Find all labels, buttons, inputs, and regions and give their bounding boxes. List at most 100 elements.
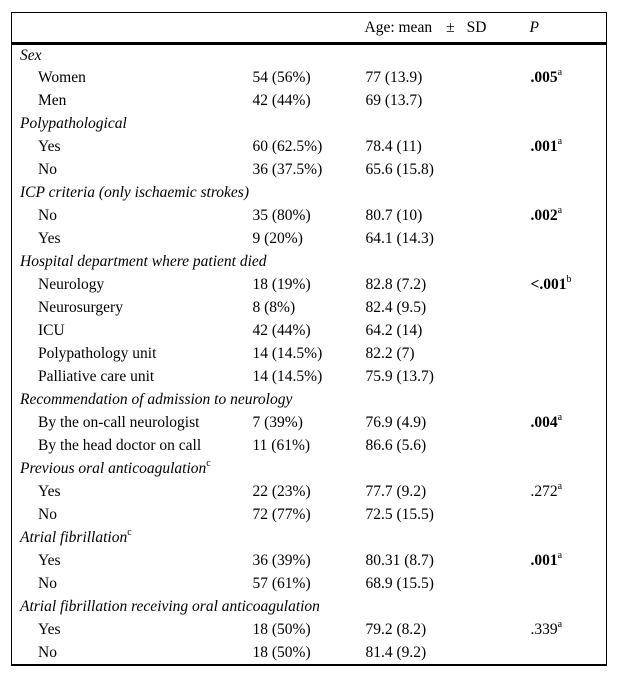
- category-row: Previous oral anticoagulationc: [12, 458, 607, 481]
- count-cell: 11 (61%): [252, 437, 311, 454]
- row-label: ICU: [38, 322, 65, 339]
- category-row: ICP criteria (only ischaemic strokes): [12, 182, 607, 205]
- row-label: No: [38, 506, 57, 523]
- count-cell: 18 (50%): [252, 621, 311, 638]
- p-value: .002: [530, 207, 558, 224]
- age-cell: 75.9 (13.7): [365, 368, 434, 385]
- footnote-marker: a: [557, 549, 563, 561]
- category-row: Atrial fibrillationc: [12, 527, 607, 550]
- count-cell: 14 (14.5%): [252, 345, 323, 362]
- category-label: Atrial fibrillationc: [12, 527, 607, 550]
- footnote-marker: a: [557, 480, 563, 492]
- category-label-text: Hospital department where patient died: [20, 253, 267, 270]
- table-body: Sex Women 54 (56%) 77 (13.9) .005a Men 42 (44%…: [12, 44, 607, 665]
- count-cell: 9 (20%): [252, 230, 303, 247]
- count-cell: 72 (77%): [252, 506, 311, 523]
- row-label: Yes: [38, 483, 61, 500]
- footnote-marker: a: [557, 411, 563, 423]
- footnote-marker: c: [206, 457, 211, 469]
- category-label-text: Atrial fibrillation: [20, 529, 128, 546]
- header-age-column: Age: mean ± SD: [365, 13, 530, 44]
- age-cell: 77 (13.9): [365, 69, 423, 86]
- count-cell: 22 (23%): [252, 483, 311, 500]
- age-cell: 81.4 (9.2): [365, 643, 427, 661]
- category-label: ICP criteria (only ischaemic strokes): [12, 182, 607, 205]
- p-value-cell: [530, 366, 607, 389]
- category-label: Sex: [12, 44, 607, 67]
- row-label: Men: [38, 92, 67, 109]
- category-label-text: Previous oral anticoagulation: [20, 460, 207, 477]
- p-value-cell: [530, 504, 607, 527]
- data-row: Neurosurgery 8 (8%) 82.4 (9.5): [12, 297, 607, 320]
- p-value: .272: [530, 483, 558, 500]
- count-cell: 42 (44%): [252, 92, 311, 109]
- age-cell: 80.31 (8.7): [365, 552, 434, 569]
- data-row: Neurology 18 (19%) 82.8 (7.2) <.001b: [12, 274, 607, 297]
- p-value-cell: [530, 159, 607, 182]
- data-row: Polypathology unit 14 (14.5%) 82.2 (7): [12, 343, 607, 366]
- data-row: Men 42 (44%) 69 (13.7): [12, 90, 607, 113]
- age-cell: 65.6 (15.8): [365, 161, 434, 178]
- p-value: .005: [530, 69, 558, 86]
- p-value-cell: [530, 228, 607, 251]
- statistics-table: Age: mean ± SD P Sex Women 54 (56%) 77 (13.9)…: [11, 12, 607, 666]
- footnote-marker: a: [557, 135, 563, 147]
- p-value-cell: .004a: [530, 412, 607, 435]
- p-value: .339: [530, 621, 558, 638]
- category-label-text: Polypathological: [20, 115, 127, 132]
- footnote-marker: a: [557, 204, 563, 216]
- p-value-cell: .001a: [530, 550, 607, 573]
- data-row: No 57 (61%) 68.9 (15.5): [12, 573, 607, 596]
- age-cell: 82.4 (9.5): [365, 299, 427, 316]
- count-cell: 35 (80%): [252, 207, 311, 224]
- age-cell: 64.1 (14.3): [365, 230, 434, 247]
- row-label: Neurosurgery: [38, 299, 123, 316]
- row-label: Yes: [38, 621, 61, 638]
- footnote-marker: a: [557, 618, 563, 630]
- header-p-column: P: [530, 13, 607, 44]
- row-label: Yes: [38, 230, 61, 247]
- header-count-column: [252, 13, 365, 44]
- count-cell: 18 (19%): [252, 276, 311, 293]
- footnote-marker: c: [127, 526, 132, 538]
- sd-header: SD: [466, 18, 487, 36]
- row-label: No: [38, 207, 57, 224]
- category-label: Hospital department where patient died: [12, 251, 607, 274]
- data-row: No 35 (80%) 80.7 (10) .002a: [12, 205, 607, 228]
- category-label-text: Sex: [20, 46, 42, 64]
- p-value-cell: [530, 573, 607, 596]
- row-label: Neurology: [38, 276, 105, 293]
- p-value-cell: [530, 90, 607, 113]
- category-label: Recommendation of admission to neurology: [12, 389, 607, 412]
- data-row: Yes 22 (23%) 77.7 (9.2) .272a: [12, 481, 607, 504]
- data-row: Yes 18 (50%) 79.2 (8.2) .339a: [12, 619, 607, 642]
- category-row: Polypathological: [12, 113, 607, 136]
- category-label: Polypathological: [12, 113, 607, 136]
- age-cell: 79.2 (8.2): [365, 621, 427, 638]
- p-value: .004: [530, 414, 558, 431]
- category-label-text: ICP criteria (only ischaemic strokes): [20, 184, 250, 201]
- data-row: By the head doctor on call 11 (61%) 86.6 (…: [12, 435, 607, 458]
- row-label: No: [38, 643, 57, 661]
- p-value-cell: [530, 642, 607, 665]
- row-label: No: [38, 575, 57, 592]
- age-cell: 80.7 (10): [365, 207, 423, 224]
- count-cell: 18 (50%): [252, 643, 311, 661]
- category-row: Sex: [12, 44, 607, 67]
- row-label: By the head doctor on call: [38, 437, 202, 454]
- p-value: .001: [530, 552, 558, 569]
- footnote-marker: b: [566, 273, 572, 285]
- p-value-cell: .272a: [530, 481, 607, 504]
- category-row: Hospital department where patient died: [12, 251, 607, 274]
- count-cell: 7 (39%): [252, 414, 303, 431]
- category-label-text: Atrial fibrillation receiving oral antic…: [20, 598, 320, 615]
- count-cell: 57 (61%): [252, 575, 311, 592]
- count-cell: 36 (39%): [252, 552, 311, 569]
- p-value-cell: .001a: [530, 136, 607, 159]
- p-value: .001: [530, 138, 558, 155]
- p-value-cell: [530, 320, 607, 343]
- row-label: Yes: [38, 552, 61, 569]
- count-cell: 42 (44%): [252, 322, 311, 339]
- data-row: No 18 (50%) 81.4 (9.2): [12, 642, 607, 665]
